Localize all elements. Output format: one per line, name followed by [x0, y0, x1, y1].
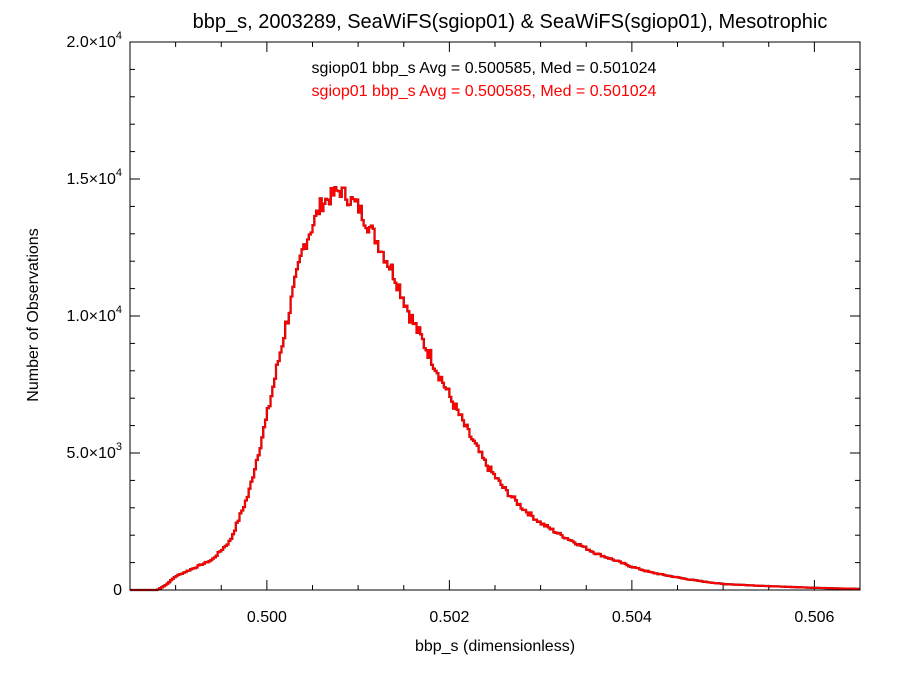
- y-tick-label: 2.0×104: [66, 30, 122, 51]
- y-tick-label: 1.0×104: [66, 304, 122, 325]
- x-tick-label: 0.504: [612, 609, 652, 626]
- annotation-black: sgiop01 bbp_s Avg = 0.500585, Med = 0.50…: [312, 60, 657, 77]
- x-tick-label: 0.502: [429, 609, 469, 626]
- y-axis-label: Number of Observations: [25, 228, 42, 401]
- annotation-red: sgiop01 bbp_s Avg = 0.500585, Med = 0.50…: [312, 83, 657, 100]
- series-line: [130, 186, 860, 591]
- y-tick-label: 0: [113, 582, 122, 599]
- plot-frame: [129, 41, 861, 591]
- y-tick-label: 1.5×104: [66, 167, 122, 188]
- plot-layer: 0.500 0.502 0.504 0.506 0 5.0×103 1.0×104 1.5×1…: [66, 30, 861, 626]
- chart-title: bbp_s, 2003289, SeaWiFS(sgiop01) & SeaWi…: [193, 11, 828, 33]
- x-axis-label: bbp_s (dimensionless): [415, 638, 575, 655]
- x-tick-label: 0.506: [794, 609, 834, 626]
- x-tick-label: 0.500: [247, 609, 287, 626]
- y-tick-label: 5.0×103: [66, 441, 122, 462]
